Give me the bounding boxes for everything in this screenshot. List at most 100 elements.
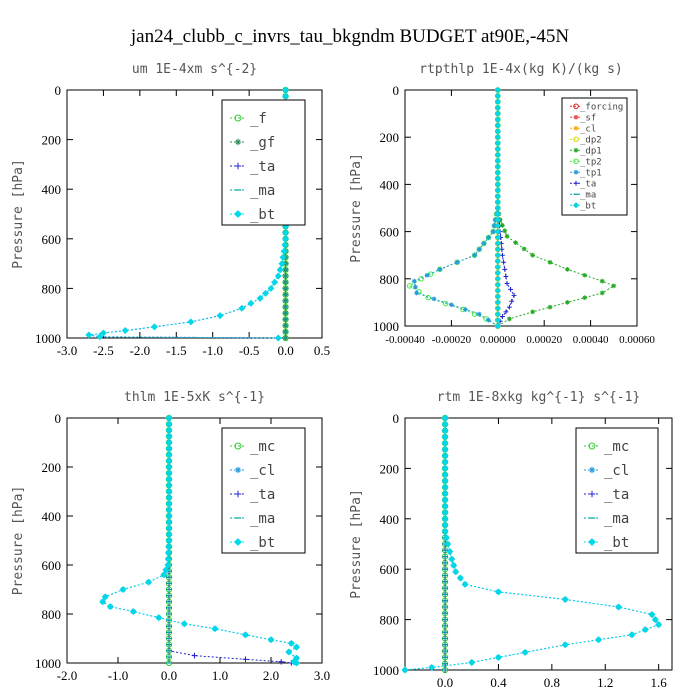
- y-axis-label: Pressure [hPa]: [349, 153, 364, 263]
- series-line: [404, 418, 660, 671]
- data-point: [504, 233, 510, 239]
- data-point: [238, 304, 246, 312]
- data-point: [582, 295, 588, 301]
- data-point: [450, 561, 458, 569]
- y-tick-label: 400: [42, 509, 62, 524]
- data-point: [150, 323, 158, 331]
- legend-box: [221, 99, 306, 226]
- data-point: [494, 263, 501, 271]
- series-line: [413, 90, 499, 327]
- legend-label: _ta: [250, 159, 275, 175]
- y-tick-label: 800: [380, 613, 400, 628]
- data-point: [494, 246, 501, 253]
- data-point: [180, 620, 188, 628]
- data-point: [99, 329, 107, 337]
- data-point: [476, 246, 482, 252]
- data-point: [164, 549, 172, 557]
- data-point: [494, 588, 502, 596]
- chart-panels: um 1E-4xm s^{-2} Pressure [hPa] 0 200 400 600…: [11, 62, 673, 690]
- data-point: [145, 578, 153, 586]
- data-point: [481, 241, 487, 246]
- legend-entry: _ta: [230, 159, 275, 175]
- data-point: [494, 305, 501, 312]
- legend-label: _mc: [604, 439, 629, 455]
- legend-entry: _cl: [584, 463, 629, 479]
- y-tick-label: 1000: [35, 656, 61, 671]
- data-point: [129, 608, 137, 616]
- legend-entry: _cl: [570, 124, 596, 134]
- data-point: [494, 204, 501, 212]
- data-point: [119, 585, 127, 594]
- data-point: [241, 631, 250, 639]
- y-axis-label: Pressure [hPa]: [11, 486, 26, 596]
- data-point: [494, 157, 501, 164]
- data-point: [494, 210, 501, 218]
- data-point: [504, 281, 510, 286]
- data-point: [595, 636, 603, 644]
- data-point: [165, 543, 173, 551]
- data-point: [442, 534, 450, 542]
- data-point: [448, 555, 456, 563]
- data-point: [442, 300, 449, 307]
- x-tick-label: 2.0: [263, 668, 279, 683]
- data-point: [500, 222, 505, 228]
- legend-label: _ma: [604, 511, 629, 527]
- data-point: [431, 296, 437, 302]
- data-point: [494, 134, 501, 141]
- legend-label: _dp1: [580, 146, 602, 156]
- data-point: [280, 247, 288, 255]
- data-point: [160, 571, 168, 579]
- plot-frame: [404, 89, 638, 327]
- data-point: [509, 298, 515, 304]
- data-point: [494, 122, 501, 129]
- data-point: [494, 216, 501, 223]
- data-point: [494, 151, 501, 159]
- y-tick-label: 0: [393, 411, 400, 426]
- data-point: [507, 316, 512, 322]
- data-point: [494, 198, 501, 206]
- y-tick-label: 800: [380, 272, 400, 287]
- y-tick-label: 800: [42, 281, 62, 296]
- data-point: [494, 104, 501, 111]
- data-point: [508, 287, 513, 292]
- data-point: [641, 626, 649, 634]
- legend-entry: _ma: [230, 183, 275, 199]
- data-point: [285, 648, 293, 656]
- data-point: [476, 311, 482, 317]
- x-tick-label: 3.0: [314, 668, 330, 683]
- data-point: [282, 235, 290, 243]
- data-point: [468, 658, 476, 666]
- data-point: [500, 314, 505, 319]
- series-line: [408, 90, 499, 327]
- legend-label: _bt: [604, 535, 629, 551]
- data-point: [449, 302, 454, 308]
- data-point: [276, 266, 284, 274]
- data-point: [406, 283, 413, 289]
- data-point: [271, 278, 279, 286]
- legend: _forcing_sf_cl_dp2_dp1_tp2_tp1_ta_ma_bt: [561, 97, 628, 216]
- x-tick-label: 0.0: [277, 343, 293, 358]
- legend-entry: _tp1: [570, 168, 602, 178]
- legend-label: _ta: [604, 487, 629, 503]
- data-point: [472, 252, 477, 258]
- legend-entry: _ta: [570, 179, 596, 189]
- data-point: [628, 631, 636, 639]
- data-point: [456, 574, 464, 582]
- x-tick-label: -2.0: [57, 668, 78, 683]
- x-tick-label: -2.0: [130, 343, 151, 358]
- legend-entry: _bt: [584, 535, 629, 551]
- data-point: [278, 658, 284, 665]
- y-tick-label: 400: [380, 512, 400, 527]
- data-point: [503, 309, 509, 315]
- series-bt: [401, 414, 663, 674]
- data-point: [582, 272, 588, 278]
- x-tick-label: -0.00020: [432, 334, 472, 346]
- x-tick-label: 0.00040: [573, 334, 609, 346]
- legend-entry: _bt: [230, 207, 275, 223]
- data-point: [494, 128, 501, 135]
- data-point: [494, 86, 501, 94]
- x-tick-label: -1.5: [166, 343, 187, 358]
- series-bt: [99, 414, 301, 667]
- data-point: [494, 311, 501, 318]
- data-point: [615, 603, 623, 611]
